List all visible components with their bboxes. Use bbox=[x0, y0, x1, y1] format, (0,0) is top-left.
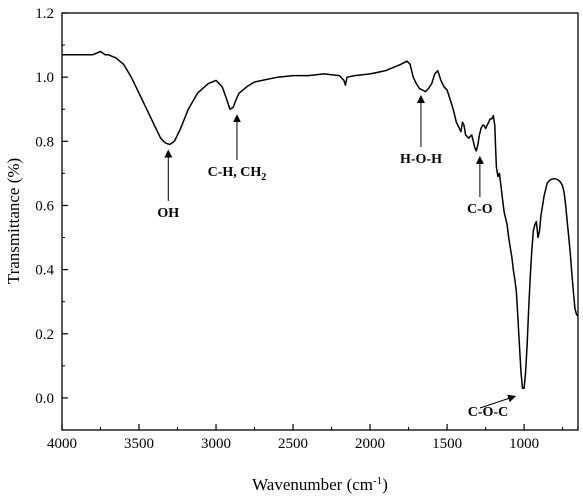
y-tick-label: 0.6 bbox=[35, 198, 54, 214]
y-tick-label: 1.0 bbox=[35, 70, 54, 86]
annotation-label: C-O-C bbox=[468, 405, 508, 420]
y-tick-label: 1.2 bbox=[35, 6, 54, 22]
annotation-label: C-O bbox=[467, 202, 493, 217]
plot-frame bbox=[61, 12, 579, 431]
peak-annotations: OH C-H, CH2 H-O-H C-O C-O-C bbox=[157, 94, 516, 420]
x-tick-label: 2000 bbox=[355, 436, 385, 452]
x-tick-label: 2500 bbox=[278, 436, 308, 452]
x-tick-label: 3000 bbox=[201, 436, 231, 452]
annotation-label: C-H, CH2 bbox=[208, 165, 267, 183]
annotation-arrow bbox=[479, 394, 516, 409]
axis-tick-labels: 4000 3500 3000 2500 2000 1500 1000 0.0 0.2 0.4 0.6… bbox=[35, 6, 539, 452]
y-tick-label: 0.0 bbox=[35, 391, 54, 407]
series-line bbox=[62, 50, 579, 390]
y-axis-title: Transmittance (%) bbox=[4, 158, 23, 284]
annotation-label: OH bbox=[157, 206, 179, 221]
y-tick-label: 0.8 bbox=[35, 134, 54, 150]
x-tick-label: 3500 bbox=[124, 436, 154, 452]
x-tick-label: 1000 bbox=[509, 436, 539, 452]
x-tick-label: 4000 bbox=[47, 436, 77, 452]
y-tick-label: 0.4 bbox=[35, 263, 54, 279]
x-axis-title: Wavenumber (cm-1) bbox=[252, 475, 388, 494]
x-tick-label: 1500 bbox=[432, 436, 462, 452]
y-tick-label: 0.2 bbox=[35, 327, 54, 343]
axis-ticks bbox=[61, 12, 564, 430]
annotation-label: H-O-H bbox=[400, 152, 442, 167]
